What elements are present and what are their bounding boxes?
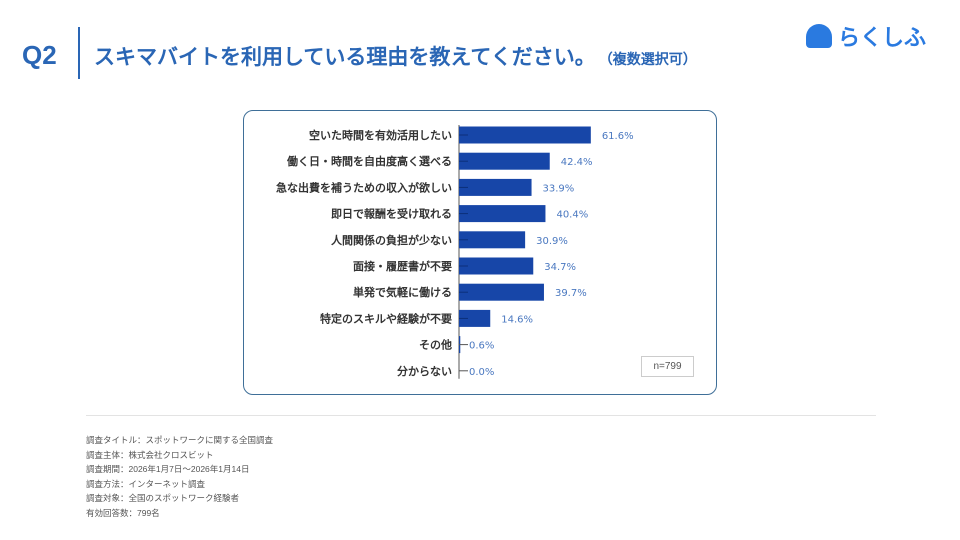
category-label: 特定のスキルや経験が不要 [320,311,452,325]
bar [459,309,491,327]
title-note: （複数選択可） [605,51,697,67]
survey-notes: 調査タイトル：スポットワークに関する全国調査 調査主体：株式会社クロスビット 調… [86,433,273,521]
note-line: 調査方法：インターネット調査 [86,478,206,489]
category-label: 人間関係の負担が少ない [331,233,452,247]
logo-text: らくしふ [838,25,927,50]
note-line: 調査主体：株式会社クロスビット [86,449,214,460]
category-label: 働く日・時間を自由度高く選べる [286,154,452,168]
bar [459,205,546,223]
logo-icon [806,24,832,48]
data-label: 39.7% [555,288,587,299]
divider [78,27,80,79]
bar [459,178,532,196]
bar [459,231,526,249]
category-label: 急な出費を補うための収入が欲しい [276,180,452,194]
note-line: 調査期間：2026年1月7日〜2026年1月14日 [86,464,250,475]
bar [459,152,550,170]
category-label: その他 [419,338,452,352]
question-number: Q2 [22,40,57,70]
data-label: 33.9% [543,183,575,194]
category-label: 分からない [397,364,452,378]
note-line: 調査タイトル：スポットワークに関する全国調査 [86,435,274,445]
category-label: 空いた時間を有効活用したい [309,128,452,142]
title-text: スキマバイトを利用している理由を教えてください。 [94,46,596,69]
bar [459,126,591,144]
note-line: 有効回答数：799名 [86,507,160,518]
data-label: 0.6% [469,341,494,352]
chart-card [243,110,717,395]
divider [86,415,876,416]
data-label: 30.9% [536,236,568,247]
sample-size: n=799 [641,356,694,377]
data-label: 34.7% [544,262,576,273]
category-label: 即日で報酬を受け取れる [331,207,452,221]
note-line: 調査対象：全国のスポットワーク経験者 [86,493,240,504]
data-label: 0.0% [469,367,494,378]
bar [459,257,534,275]
page-title: スキマバイトを利用している理由を教えてください。 （複数選択可） [94,41,697,71]
data-label: 61.6% [602,131,634,142]
data-label: 42.4% [561,157,593,168]
data-label: 14.6% [501,314,533,325]
data-label: 40.4% [556,210,588,221]
bar [459,283,544,301]
category-label: 面接・履歴書が不要 [353,259,452,273]
category-label: 単発で気軽に働ける [353,285,452,299]
logo: らくしふ [806,20,926,52]
